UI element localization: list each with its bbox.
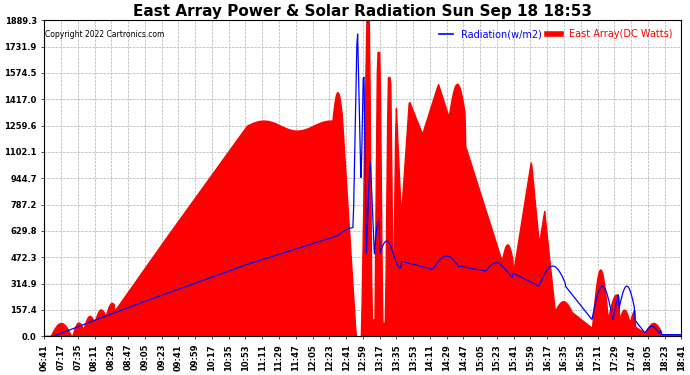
Legend: Radiation(w/m2), East Array(DC Watts): Radiation(w/m2), East Array(DC Watts) bbox=[435, 25, 676, 43]
Text: Copyright 2022 Cartronics.com: Copyright 2022 Cartronics.com bbox=[45, 30, 164, 39]
Title: East Array Power & Solar Radiation Sun Sep 18 18:53: East Array Power & Solar Radiation Sun S… bbox=[133, 4, 592, 19]
